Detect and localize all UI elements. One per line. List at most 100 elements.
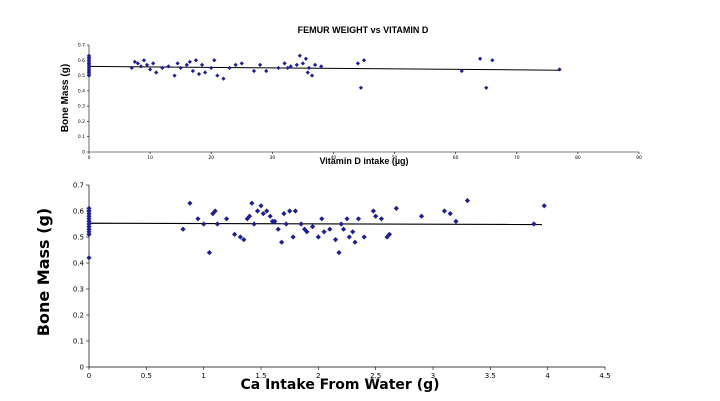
chart1-y-tick-label: 0.2	[78, 119, 85, 125]
chart2-data-point	[327, 226, 333, 232]
chart2-data-point	[361, 234, 367, 240]
chart2-data-point	[267, 213, 273, 219]
chart2-trendline	[88, 222, 542, 226]
chart1-data-point	[212, 58, 217, 63]
chart1-x-tick-label: 10	[147, 155, 153, 161]
chart1-data-point	[361, 58, 367, 63]
chart2-data-point	[232, 231, 238, 237]
chart2-x-tick-label: 1.5	[255, 372, 266, 380]
chart2-data-point	[418, 213, 425, 219]
chart2-data-point	[290, 234, 296, 240]
chart1-data-point	[557, 67, 562, 72]
chart2-y-tick-label: 0.6	[73, 208, 85, 216]
chart1-data-point	[227, 65, 232, 71]
chart1-data-point	[300, 61, 305, 66]
chart2-data-point	[86, 231, 92, 237]
chart2-data-point	[310, 224, 316, 230]
chart1-data-point	[282, 61, 287, 66]
chart2-data-point	[272, 218, 278, 224]
chart2-data-point	[264, 208, 270, 214]
chart2-data-point	[373, 213, 379, 219]
chart2-data-point	[352, 239, 358, 245]
chart1-data-point	[132, 59, 137, 64]
chart2-data-point	[279, 239, 285, 245]
chart2-data-point	[304, 229, 310, 235]
chart2-x-tick-label: 2	[316, 372, 320, 380]
chart1-y-tick-label: 0.5	[78, 73, 85, 79]
chart2-data-point	[370, 208, 376, 214]
chart1-data-point	[193, 58, 199, 63]
chart2-x-tick-label: 4.5	[599, 372, 610, 380]
chart1-data-point	[129, 65, 134, 71]
chart1-data-point	[154, 70, 159, 75]
chart2-data-point	[275, 226, 281, 232]
chart1-data-point	[203, 70, 208, 75]
chart2-data-point	[298, 221, 304, 227]
chart1-data-point	[285, 65, 290, 71]
chart2-data-point	[292, 208, 298, 214]
chart1-data-point	[196, 71, 202, 77]
chart1-y-tick-label: 0.1	[78, 134, 85, 140]
chart2-x-axis-label: Ca Intake From Water (g)	[240, 377, 439, 393]
chart1-x-tick-label: 30	[269, 155, 275, 161]
chart1-trendline	[88, 65, 560, 71]
chart1-data-point	[172, 73, 177, 78]
chart2-data-point	[315, 234, 321, 240]
chart1-title: FEMUR WEIGHT vs VITAMIN D	[298, 25, 429, 35]
chart1-data-point	[490, 58, 495, 63]
chart1-y-tick-label: 0.4	[78, 88, 85, 94]
chart1-x-tick-label: 0	[88, 155, 91, 161]
chart2-y-tick-label: 0.2	[73, 312, 84, 320]
chart2-data-point	[393, 205, 399, 211]
chart2-data-point	[241, 237, 247, 243]
chart-ca-intake-water: 0 0.1 0.2 0.3 0.4 0.5 0.6 0.7 0 0.5 1 1.5 2 2.5 3 3.5 4…	[34, 182, 611, 394]
chart1-data-point	[86, 55, 92, 60]
chart1-x-tick-label: 90	[636, 155, 642, 161]
chart2-y-tick-label: 0.1	[73, 338, 84, 346]
chart2-data-point	[86, 216, 92, 222]
chart1-x-tick-label: 40	[331, 155, 337, 161]
chart2-data-point	[319, 216, 325, 222]
chart1-data-point	[303, 56, 309, 61]
chart2-data-point	[187, 200, 193, 206]
chart2-data-point	[346, 234, 352, 240]
chart2-data-point	[350, 229, 356, 235]
chart2-data-point	[541, 203, 547, 209]
chart2-data-point	[258, 203, 264, 209]
chart2-data-point	[441, 208, 448, 214]
chart1-x-tick-label: 70	[514, 155, 520, 161]
chart1-data-point	[141, 58, 147, 63]
chart2-y-tick-label: 0.7	[73, 182, 84, 190]
chart1-x-tick-label: 60	[453, 155, 459, 161]
chart2-y-tick-label: 0.5	[73, 234, 84, 242]
chart2-data-point	[344, 216, 350, 222]
chart1-data-point	[215, 73, 220, 78]
chart1-data-point	[178, 65, 183, 71]
chart1-y-axis-label: Bone Mass (g)	[60, 64, 71, 132]
chart1-data-point	[306, 65, 312, 71]
chart2-data-point	[206, 250, 212, 256]
chart1-data-point	[184, 62, 189, 67]
chart2-data-point	[464, 198, 470, 204]
chart1-data-point	[233, 62, 238, 67]
chart1-data-point	[160, 65, 165, 71]
chart2-data-point	[447, 211, 453, 217]
chart2-data-point	[201, 221, 207, 227]
chart1-data-point	[151, 61, 156, 66]
chart2-data-point	[384, 234, 390, 240]
chart2-data-point	[287, 208, 293, 214]
chart1-data-point	[86, 61, 92, 66]
chart2-data-point	[338, 221, 344, 227]
chart1-data-point	[251, 68, 257, 74]
chart2-y-tick-label: 0.3	[73, 286, 84, 294]
chart2-data-point	[340, 226, 347, 232]
chart1-y-tick-label: 0	[82, 150, 85, 156]
chart1-data-point	[264, 68, 269, 74]
chart2-data-point	[531, 221, 537, 227]
chart2-data-point	[214, 221, 221, 227]
chart2-data-point	[281, 211, 287, 217]
chart2-data-point	[386, 231, 393, 237]
chart2-data-point	[254, 208, 261, 214]
chart1-x-axis-label: Vitamin D intake (µg)	[319, 156, 408, 166]
